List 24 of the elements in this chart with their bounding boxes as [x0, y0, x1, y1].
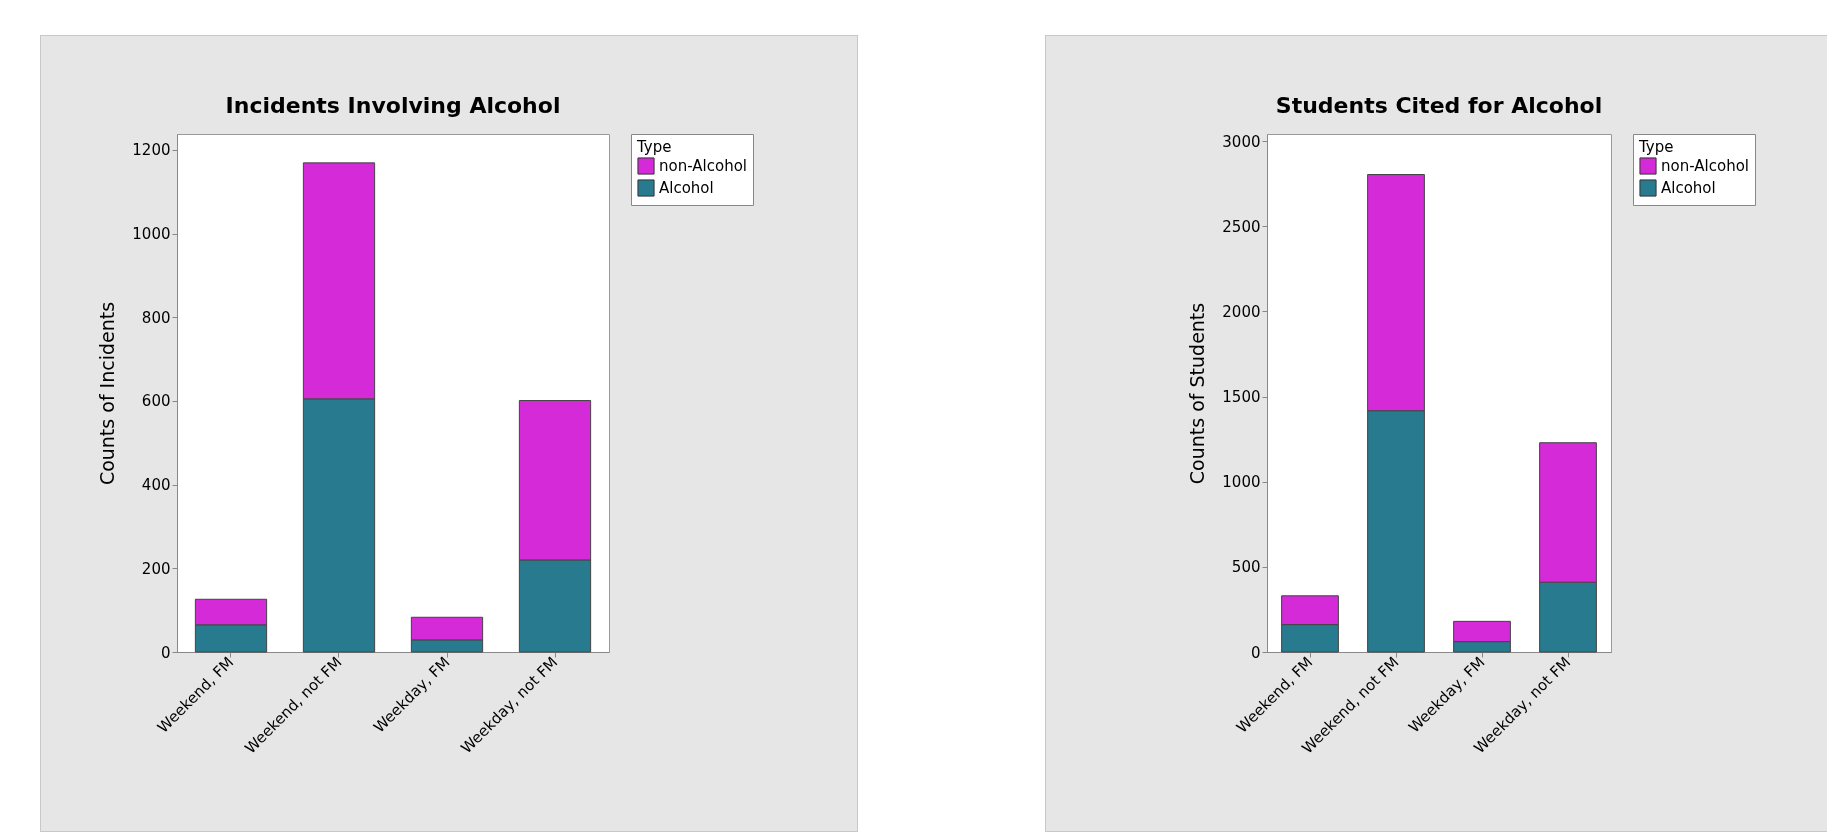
- legend-title: Type: [636, 138, 672, 156]
- y-tick-label: 800: [141, 308, 171, 327]
- y-tick-label: 200: [141, 559, 171, 578]
- y-tick-label: 1500: [1222, 388, 1261, 407]
- legend-label: Alcohol: [659, 179, 714, 197]
- legend-label: Alcohol: [1661, 179, 1716, 197]
- y-tick-label: 2500: [1222, 217, 1261, 236]
- y-tick-label: 2000: [1222, 302, 1261, 321]
- legend-label: non-Alcohol: [1661, 157, 1749, 175]
- y-axis-title: Counts of Students: [1186, 302, 1209, 485]
- y-tick-label: 1200: [132, 141, 171, 160]
- y-tick-label: 1000: [1222, 473, 1261, 492]
- y-tick-label: 400: [141, 476, 171, 495]
- y-tick-label: 0: [1250, 643, 1261, 662]
- y-tick-label: 3000: [1222, 132, 1261, 151]
- chart-title: Students Cited for Alcohol: [1275, 92, 1603, 118]
- y-tick-label: 0: [160, 643, 171, 662]
- chart-title: Incidents Involving Alcohol: [225, 92, 561, 118]
- legend-label: non-Alcohol: [659, 157, 747, 175]
- y-tick-label: 500: [1231, 558, 1261, 577]
- y-tick-label: 1000: [132, 225, 171, 244]
- y-axis-title: Counts of Incidents: [96, 301, 119, 486]
- y-tick-label: 600: [141, 392, 171, 411]
- legend-title: Type: [1638, 138, 1674, 156]
